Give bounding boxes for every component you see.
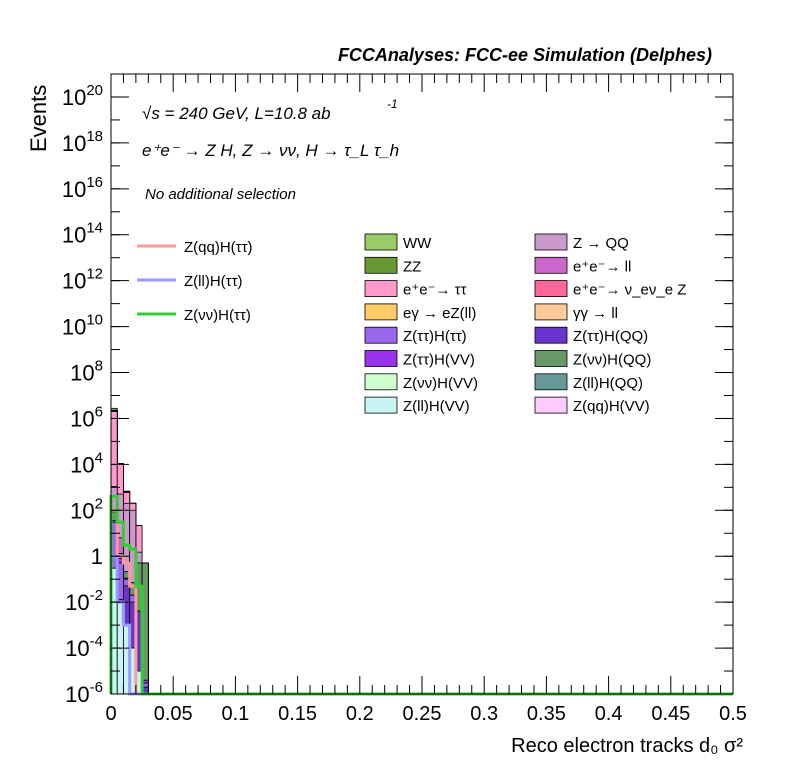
x-tick-label: 0.35 (527, 703, 566, 725)
x-tick-label: 0.05 (154, 703, 193, 725)
legend-swatch-e-e (364, 280, 398, 298)
y-tick-label: 1020 (62, 82, 103, 110)
legend-label: γγ → ll (573, 305, 618, 322)
legend-swatch-z-qq (534, 233, 568, 251)
x-tick-label: 0.2 (346, 703, 374, 725)
y-tick-label: 10-4 (65, 633, 103, 661)
y-tick-label: 1012 (62, 266, 103, 294)
legend-label: Z(νν)H(ττ) (184, 307, 251, 324)
legend-swatch-z-h-vv (364, 373, 398, 391)
x-tick-label: 0.45 (651, 703, 690, 725)
legend-label: Z(qq)H(ττ) (184, 239, 253, 256)
energy-annotation: √s = 240 GeV, L=10.8 ab (142, 104, 331, 123)
y-axis-label: Events (26, 85, 51, 152)
y-tick-label: 104 (70, 449, 103, 477)
y-tick-label: 10-2 (65, 587, 103, 615)
x-tick-label: 0.1 (221, 703, 249, 725)
x-tick-label: 0.15 (278, 703, 317, 725)
legend-swatch-e-e-e-e-z (534, 280, 568, 298)
selection-annotation: No additional selection (145, 186, 296, 203)
legend-swatch-z-ll-h-vv (364, 396, 398, 414)
y-tick-label: 1016 (62, 174, 103, 202)
process-annotation: e⁺e⁻ → Z H, Z → νν, H → τ_L τ_h (142, 141, 399, 160)
legend-label: e⁺e⁻→ ττ (403, 282, 467, 299)
legend-label: ZZ (403, 258, 421, 275)
legend-swatch-z-ll-h-qq (534, 373, 568, 391)
y-tick-label: 108 (70, 358, 103, 386)
legend-label: Z(ll)H(ττ) (184, 273, 243, 290)
y-tick-label: 102 (70, 495, 103, 523)
legend-label: e⁺e⁻→ ll (573, 258, 631, 275)
legend: Z(qq)H(ττ) Z(ll)H(ττ) Z(νν)H(ττ) WW ZZ e⁺e⁻→ … (137, 233, 686, 415)
x-tick-label: 0.3 (470, 703, 498, 725)
legend-label: Z(ll)H(VV) (403, 398, 470, 415)
chart-title: FCCAnalyses: FCC-ee Simulation (Delphes) (338, 45, 712, 65)
y-tick-label: 10-6 (65, 679, 103, 707)
signal-line-z-h (109, 494, 733, 696)
y-tick-label: 1018 (62, 128, 103, 156)
legend-label: Z(qq)H(VV) (573, 398, 650, 415)
x-tick-label: 0.25 (403, 703, 442, 725)
legend-label: eγ → eZ(ll) (403, 305, 476, 322)
legend-swatch-z-h-vv (364, 350, 398, 367)
legend-swatch-e-e-ll (534, 256, 568, 274)
legend-swatch-ll (534, 303, 568, 321)
legend-swatch-z-h-qq (534, 350, 568, 367)
luminosity-superscript: -1 (387, 97, 398, 111)
legend-label: WW (403, 235, 432, 252)
legend-swatch-ww (364, 233, 398, 251)
x-axis: 0 0.05 0.1 0.15 0.2 0.25 0.3 0.35 0.4 0.45 0.5 (105, 74, 747, 725)
y-tick-label: 1010 (62, 312, 103, 340)
y-tick-label: 1014 (62, 220, 103, 248)
x-tick-label: 0.5 (719, 703, 747, 725)
legend-swatch-z-h-qq (534, 326, 568, 344)
y-tick-label: 1 (91, 544, 103, 569)
legend-label: Z(νν)H(VV) (403, 375, 478, 392)
legend-label: Z(ττ)H(QQ) (573, 328, 648, 345)
x-tick-label: 0 (105, 703, 116, 725)
legend-label: Z(νν)H(QQ) (573, 352, 651, 369)
y-axis: 10-6 10-4 10-2 1 102 104 106 108 1010 1012 1014 101… (62, 82, 733, 707)
legend-swatch-z-h (364, 326, 398, 344)
legend-label: Z(ττ)H(ττ) (403, 328, 467, 345)
legend-label: Z(ττ)H(VV) (403, 352, 475, 369)
legend-label: Z → QQ (573, 235, 629, 252)
legend-label: Z(ll)H(QQ) (573, 375, 643, 392)
legend-swatch-e-ez-ll (364, 303, 398, 321)
legend-swatch-z-qq-h-vv (534, 396, 568, 414)
legend-swatch-zz (364, 256, 398, 274)
legend-label: e⁺e⁻→ ν_eν_e Z (573, 282, 686, 299)
x-axis-label: Reco electron tracks d₀ σ² (511, 735, 743, 757)
x-tick-label: 0.4 (595, 703, 623, 725)
y-tick-label: 106 (70, 403, 103, 431)
